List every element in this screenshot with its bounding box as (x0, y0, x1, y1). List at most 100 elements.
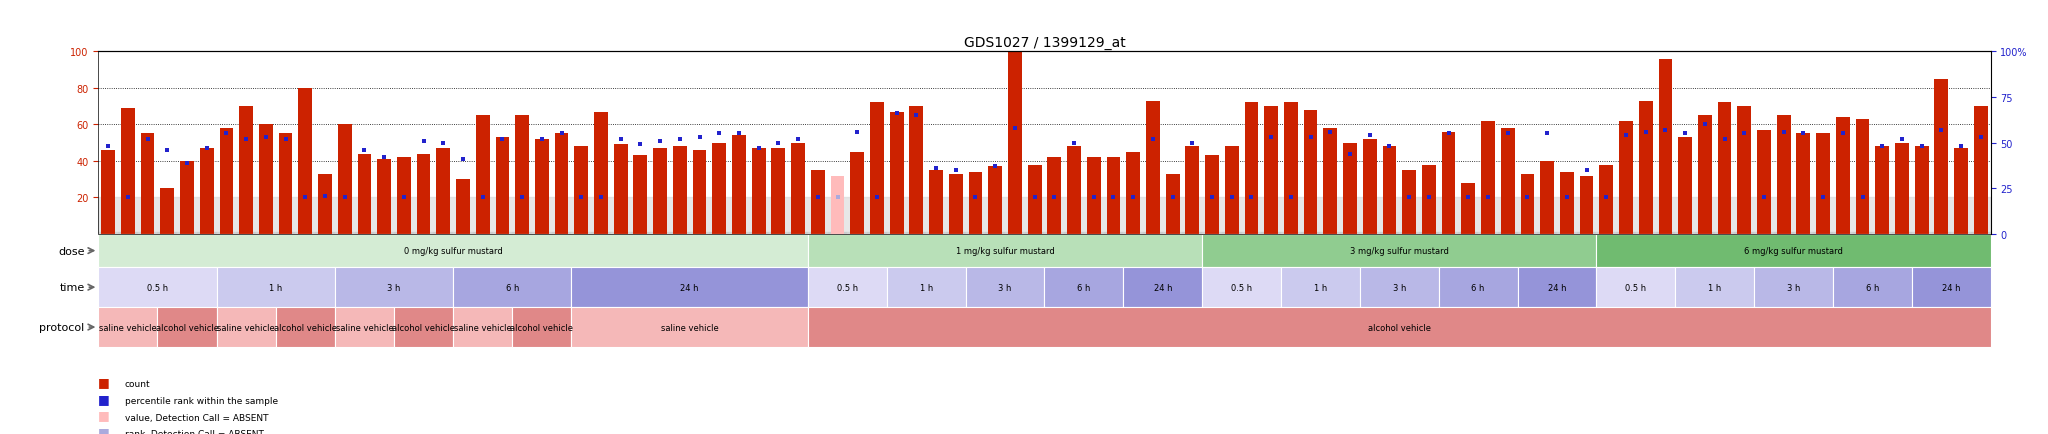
Text: alcohol vehicle: alcohol vehicle (274, 323, 336, 332)
Bar (1438, 268, 1518, 307)
Bar (1538, 233, 1556, 234)
Bar (1044, 268, 1122, 307)
Text: 3 h: 3 h (1786, 283, 1800, 292)
Bar (1421, 165, 1436, 234)
Bar (1419, 233, 1438, 234)
Bar (1518, 233, 1538, 234)
Text: 6 h: 6 h (1866, 283, 1880, 292)
Bar (315, 233, 334, 234)
Text: alcohol vehicle: alcohol vehicle (156, 323, 219, 332)
Bar (176, 233, 197, 234)
Bar (354, 233, 375, 234)
Bar (334, 233, 354, 234)
Text: value, Detection Call = ABSENT: value, Detection Call = ABSENT (125, 413, 268, 421)
Bar (571, 268, 807, 307)
Bar (1204, 156, 1219, 234)
Bar (1044, 233, 1065, 234)
Bar (631, 233, 649, 234)
Bar (1225, 147, 1239, 234)
Bar (98, 234, 807, 268)
Text: ■: ■ (98, 392, 111, 405)
Bar (1241, 233, 1262, 234)
Bar (1638, 101, 1653, 234)
Text: rank, Detection Call = ABSENT: rank, Detection Call = ABSENT (125, 429, 264, 434)
Bar (1595, 233, 1616, 234)
Text: GDS1027 / 1399129_at: GDS1027 / 1399129_at (965, 36, 1124, 50)
Text: 0 mg/kg sulfur mustard: 0 mg/kg sulfur mustard (403, 247, 502, 256)
Bar (453, 307, 512, 347)
Bar (592, 233, 610, 234)
Bar (1599, 165, 1614, 234)
Bar (414, 233, 434, 234)
Bar (807, 234, 1202, 268)
Bar (1165, 174, 1180, 234)
Bar (1202, 268, 1282, 307)
Text: saline vehicle: saline vehicle (455, 323, 512, 332)
Bar (831, 176, 844, 234)
Bar (1126, 152, 1141, 234)
Bar (1323, 128, 1337, 234)
Bar (1817, 134, 1831, 234)
Text: 1 h: 1 h (1708, 283, 1720, 292)
Bar (1853, 233, 1872, 234)
Bar (1343, 143, 1358, 234)
Bar (496, 138, 510, 234)
Bar (121, 108, 135, 234)
Bar (985, 233, 1006, 234)
Bar (1282, 268, 1360, 307)
Bar (1520, 174, 1534, 234)
Text: 1 h: 1 h (268, 283, 283, 292)
Bar (1047, 158, 1061, 234)
Bar (1360, 233, 1380, 234)
Bar (1735, 233, 1753, 234)
Bar (1894, 143, 1909, 234)
Bar (750, 233, 768, 234)
Bar (358, 154, 371, 234)
Bar (729, 233, 750, 234)
Bar (1479, 233, 1497, 234)
Bar (1778, 116, 1790, 234)
Bar (807, 233, 827, 234)
Bar (1579, 176, 1593, 234)
Bar (1024, 233, 1044, 234)
Bar (1872, 233, 1892, 234)
Bar (453, 268, 571, 307)
Bar (338, 125, 352, 234)
Bar (1497, 233, 1518, 234)
Bar (397, 158, 412, 234)
Bar (1202, 233, 1223, 234)
Bar (887, 268, 965, 307)
Bar (236, 233, 256, 234)
Bar (1006, 233, 1024, 234)
Bar (887, 233, 907, 234)
Bar (1677, 138, 1692, 234)
Bar (807, 307, 1991, 347)
Bar (1182, 233, 1202, 234)
Text: 24 h: 24 h (1548, 283, 1567, 292)
Bar (1122, 268, 1202, 307)
Text: 24 h: 24 h (680, 283, 698, 292)
Bar (709, 233, 729, 234)
Bar (180, 161, 195, 234)
Bar (653, 149, 668, 234)
Bar (240, 107, 254, 234)
Bar (989, 167, 1001, 234)
Text: 24 h: 24 h (1942, 283, 1960, 292)
Text: 3 h: 3 h (387, 283, 401, 292)
Bar (1305, 110, 1317, 234)
Bar (791, 143, 805, 234)
Bar (1876, 147, 1888, 234)
Text: 0.5 h: 0.5 h (1626, 283, 1647, 292)
Bar (1794, 233, 1812, 234)
Text: 1 mg/kg sulfur mustard: 1 mg/kg sulfur mustard (956, 247, 1055, 256)
Bar (1458, 233, 1479, 234)
Text: alcohol vehicle: alcohol vehicle (391, 323, 455, 332)
Bar (279, 134, 293, 234)
Bar (909, 107, 924, 234)
Bar (473, 233, 492, 234)
Bar (1935, 79, 1948, 234)
Bar (848, 233, 866, 234)
Bar (119, 233, 137, 234)
Bar (614, 145, 627, 234)
Bar (850, 152, 864, 234)
